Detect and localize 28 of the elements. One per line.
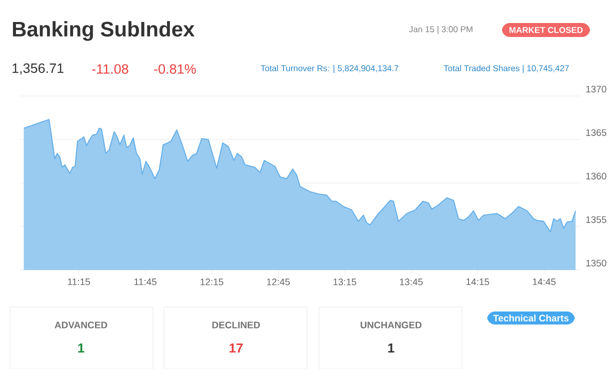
text: UNCHANGED [360, 322, 422, 328]
x-tick-label: 13:45 [400, 278, 423, 286]
chart-subtitle: 1,356.71 [12, 63, 64, 74]
text: MARKET CLOSED [509, 26, 583, 33]
text: 1 [78, 343, 84, 352]
text: Technical Charts [493, 314, 569, 322]
x-tick-label: 13:15 [334, 278, 356, 286]
x-tick-label: 11:45 [134, 278, 156, 286]
text: Jan 15 | 3:00 PM [409, 26, 472, 34]
x-tick-label: 14:15 [466, 278, 490, 286]
text: ADVANCED [54, 322, 108, 328]
chart-title: Banking SubIndex [12, 21, 195, 41]
text: 1 [388, 343, 394, 352]
y-tick-label: 1370 [586, 86, 606, 92]
x-tick-label: 12:15 [200, 278, 224, 286]
text: -0.81% [154, 64, 196, 74]
y-tick-label: 1355 [586, 216, 606, 223]
y-tick-label: 1350 [586, 260, 606, 266]
text: DECLINED [212, 322, 260, 328]
y-tick-label: 1365 [586, 129, 606, 136]
y-tick-label: 1360 [586, 172, 606, 180]
text: Total Traded Shares | 10,745,427 [444, 64, 569, 73]
text: -11.08 [92, 64, 128, 74]
x-tick-label: 14:45 [532, 278, 556, 286]
x-tick-label: 12:45 [267, 278, 290, 286]
x-tick-label: 11:15 [68, 278, 90, 286]
text: Total Turnover Rs: | 5,824,904,134.7 [260, 64, 398, 73]
text: 17 [230, 343, 243, 352]
